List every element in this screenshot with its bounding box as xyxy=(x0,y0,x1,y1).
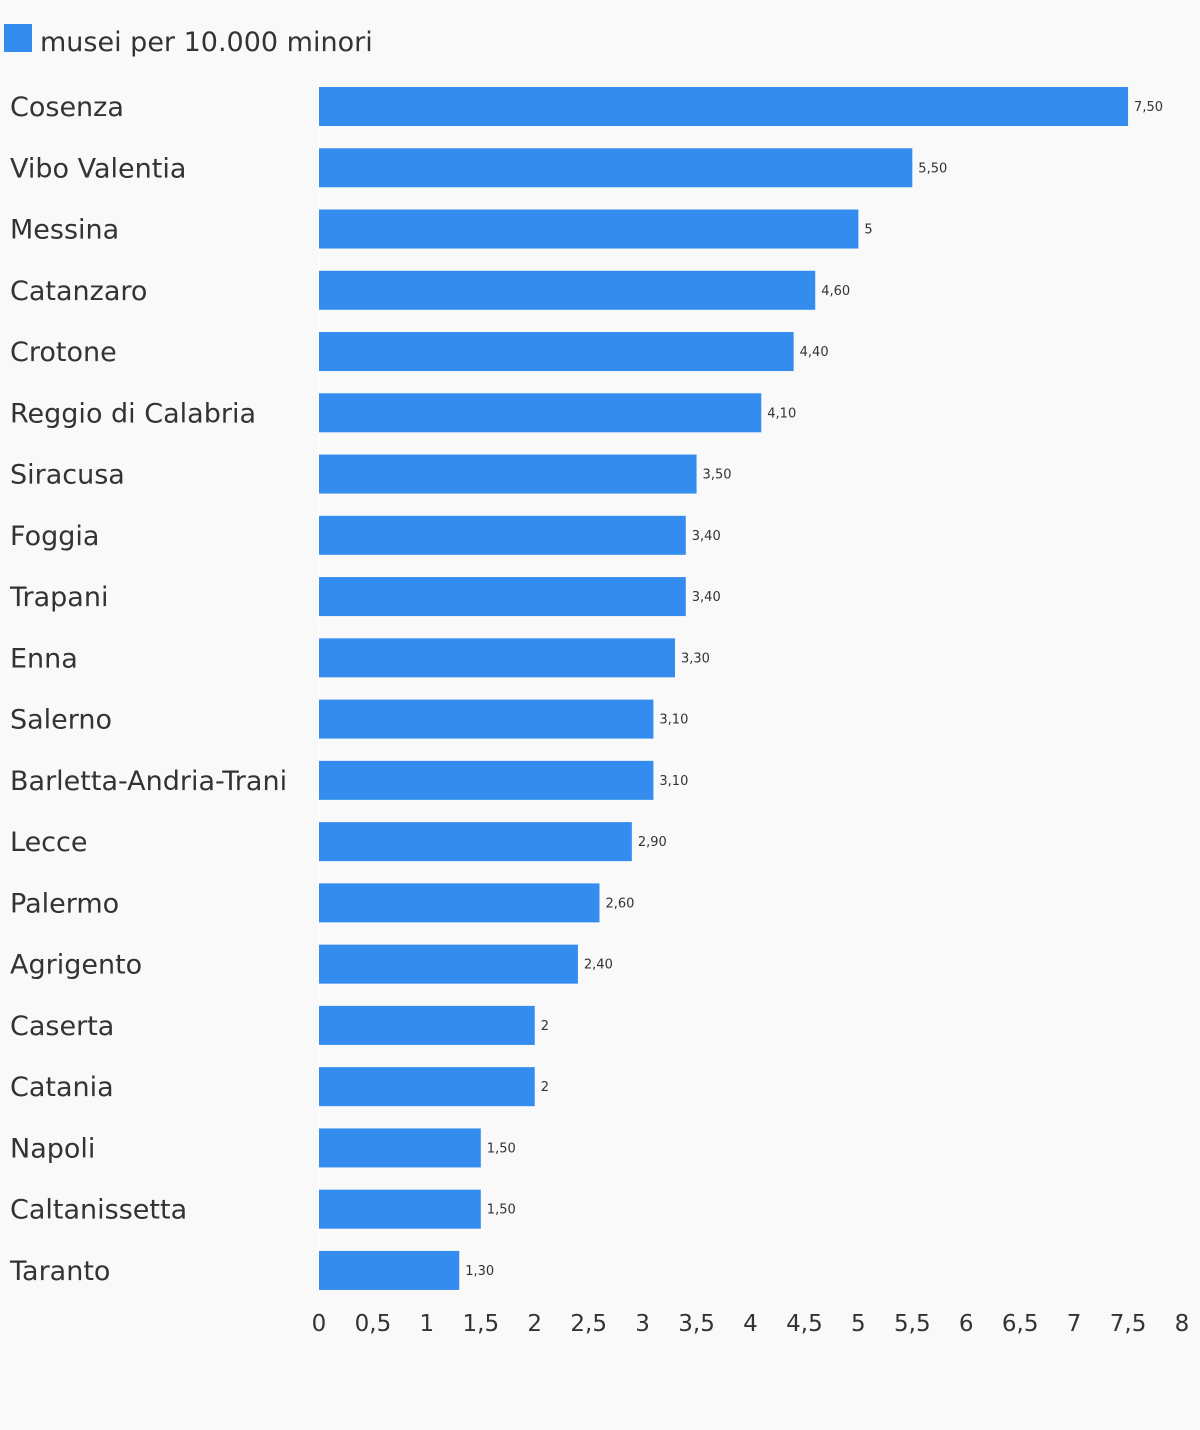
value-label: 2,40 xyxy=(584,958,613,973)
category-label: Caserta xyxy=(10,1011,114,1042)
value-label: 2 xyxy=(541,1019,549,1034)
legend-swatch xyxy=(4,24,32,52)
bar-napoli[interactable] xyxy=(319,1128,481,1168)
category-label: Agrigento xyxy=(10,950,142,981)
bar-caltanissetta[interactable] xyxy=(319,1189,481,1229)
bar-foggia[interactable] xyxy=(319,515,686,555)
x-tick-label: 2 xyxy=(527,1311,542,1337)
category-label: Trapani xyxy=(9,582,108,613)
category-label: Enna xyxy=(10,643,78,674)
value-label: 3,10 xyxy=(659,774,688,789)
category-label: Siracusa xyxy=(10,460,125,491)
bar-messina[interactable] xyxy=(319,209,859,249)
bar-agrigento[interactable] xyxy=(319,944,578,984)
x-tick-label: 6,5 xyxy=(1002,1311,1039,1337)
bars-group xyxy=(319,87,1129,1290)
value-label: 3,50 xyxy=(703,468,732,483)
category-label: Taranto xyxy=(9,1256,110,1287)
category-label: Palermo xyxy=(10,888,119,919)
category-label: Catania xyxy=(10,1072,114,1103)
value-label: 5 xyxy=(864,223,872,238)
x-tick-label: 0,5 xyxy=(355,1311,392,1337)
x-tick-label: 7 xyxy=(1067,1311,1082,1337)
bar-salerno[interactable] xyxy=(319,699,654,739)
bar-palermo[interactable] xyxy=(319,883,600,923)
bar-vibo-valentia[interactable] xyxy=(319,148,913,188)
bar-cosenza[interactable] xyxy=(319,87,1129,126)
x-tick-label: 6 xyxy=(959,1311,974,1337)
x-tick-label: 3 xyxy=(635,1311,650,1337)
value-label: 2,90 xyxy=(638,835,667,850)
value-label: 3,30 xyxy=(681,651,710,666)
x-tick-label: 0 xyxy=(312,1311,327,1337)
category-label: Catanzaro xyxy=(10,276,147,307)
value-label: 1,50 xyxy=(487,1203,516,1218)
x-tick-label: 8 xyxy=(1175,1311,1190,1337)
value-label: 5,50 xyxy=(918,161,947,176)
category-label: Foggia xyxy=(10,521,99,552)
legend-label: musei per 10.000 minori xyxy=(40,27,373,58)
bar-catania[interactable] xyxy=(319,1067,535,1107)
x-tick-label: 5 xyxy=(851,1311,866,1337)
x-tick-label: 5,5 xyxy=(894,1311,931,1337)
bar-caserta[interactable] xyxy=(319,1005,535,1045)
category-label: Napoli xyxy=(10,1133,95,1164)
bar-lecce[interactable] xyxy=(319,822,632,862)
value-label: 4,10 xyxy=(767,406,796,421)
category-labels: Cosenza Vibo Valentia Messina Catanzaro Crot… xyxy=(9,92,287,1287)
category-label: Salerno xyxy=(10,705,112,736)
value-labels: 7,50 5,50 5 4,60 4,40 4,10 3,50 3,40 3,40 3,30 3,1… xyxy=(465,100,1163,1279)
bar-crotone[interactable] xyxy=(319,332,794,372)
x-tick-label: 1 xyxy=(420,1311,435,1337)
value-label: 2 xyxy=(541,1080,549,1095)
value-label: 2,60 xyxy=(605,896,634,911)
legend[interactable]: musei per 10.000 minori xyxy=(4,24,373,58)
category-label: Vibo Valentia xyxy=(10,153,186,184)
bar-enna[interactable] xyxy=(319,638,675,678)
x-tick-label: 2,5 xyxy=(570,1311,607,1337)
category-label: Barletta-Andria-Trani xyxy=(10,766,287,797)
value-label: 3,10 xyxy=(659,713,688,728)
bar-trapani[interactable] xyxy=(319,577,686,617)
bar-taranto[interactable] xyxy=(319,1250,460,1290)
category-label: Cosenza xyxy=(10,92,124,123)
value-label: 4,60 xyxy=(821,284,850,299)
category-label: Messina xyxy=(10,215,119,246)
x-tick-label: 7,5 xyxy=(1110,1311,1147,1337)
value-label: 4,40 xyxy=(800,345,829,360)
category-label: Crotone xyxy=(10,337,117,368)
x-tick-label: 1,5 xyxy=(463,1311,500,1337)
bar-barletta-andria-trani[interactable] xyxy=(319,760,654,800)
category-label: Lecce xyxy=(10,827,87,858)
x-tick-label: 4 xyxy=(743,1311,758,1337)
category-label: Caltanissetta xyxy=(10,1195,187,1226)
value-label: 3,40 xyxy=(692,590,721,605)
x-axis-ticks: 0 0,5 1 1,5 2 2,5 3 3,5 4 4,5 5 5,5 6 6,5 7 7,5 8 xyxy=(312,1311,1190,1337)
x-tick-label: 4,5 xyxy=(786,1311,823,1337)
bar-siracusa[interactable] xyxy=(319,454,697,494)
x-tick-label: 3,5 xyxy=(678,1311,715,1337)
bar-catanzaro[interactable] xyxy=(319,270,816,310)
value-label: 1,30 xyxy=(465,1264,494,1279)
value-label: 3,40 xyxy=(692,529,721,544)
value-label: 1,50 xyxy=(487,1141,516,1156)
bar-reggio-di-calabria[interactable] xyxy=(319,393,762,433)
value-label: 7,50 xyxy=(1134,100,1163,115)
category-label: Reggio di Calabria xyxy=(10,398,256,429)
